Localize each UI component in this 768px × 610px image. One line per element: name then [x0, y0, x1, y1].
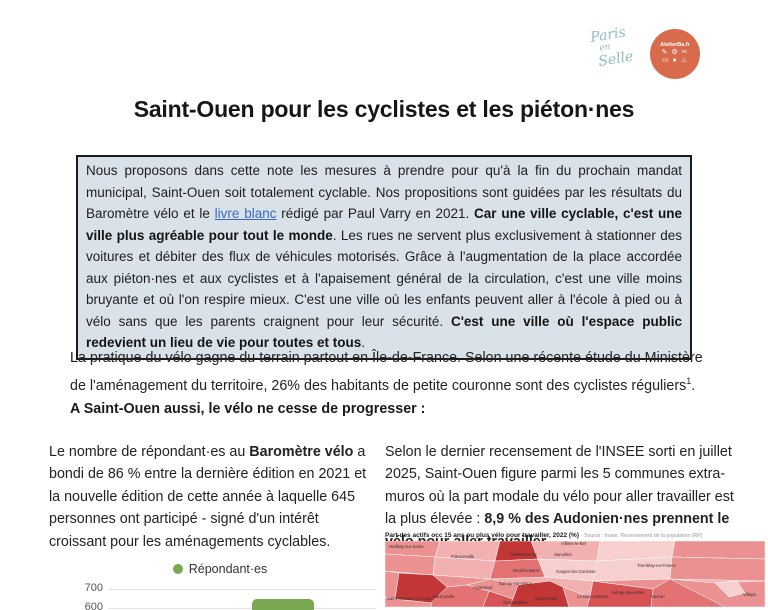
map-commune-patch [592, 556, 673, 582]
map-commune-label: Franconville [451, 554, 475, 559]
map-commune-patch [669, 556, 765, 582]
respondents-bar-2025 [252, 599, 314, 610]
page-title: Saint-Ouen pour les cyclistes et les pié… [133, 96, 635, 122]
intro-highlight-box: Nous proposons dans cette note les mesur… [76, 155, 692, 360]
legend-dot-icon [172, 564, 183, 574]
livre-blanc-link[interactable]: livre blanc [214, 206, 277, 221]
map-commune-label: Tremblay-en-France [637, 563, 676, 568]
chart-legend: Répondant·es [60, 562, 380, 576]
atelier-logo-icons-row1: ✎ ⚙ ✂ [661, 48, 689, 56]
header-logos: Paris en Selle AtelierBa.fr ✎ ⚙ ✂ ▭ ● ♨ [580, 25, 700, 80]
map-commune-label: Épinay-sur-Seine [499, 581, 533, 586]
map-commune-patch [482, 590, 514, 607]
map-commune-label: Le Blanc-Mesnil [577, 594, 608, 599]
map-commune-label: Sartrouville [433, 594, 455, 599]
y-tick-700: 700 [84, 582, 103, 594]
intro-box-text: Nous proposons dans cette note les mesur… [86, 163, 682, 221]
map-commune-label: Sevran [651, 594, 665, 599]
map-commune-label: Gennevilliers [503, 600, 528, 605]
gridline-700 [108, 589, 376, 590]
choropleth-map-image: Herblay-sur-Seine Villiers-le-Bel Franconv… [385, 541, 765, 607]
map-commune-patch [669, 578, 765, 607]
map-commune-patch [562, 586, 591, 607]
atelier-logo: AtelierBa.fr ✎ ⚙ ✂ ▭ ● ♨ [650, 29, 700, 79]
map-commune-label: Saint-Germain-en-Laye [387, 596, 432, 601]
map-source: - Source : Insee. Recensement de la popu… [580, 533, 703, 539]
map-commune-patch [714, 580, 746, 598]
barometre-velo-bold: Baromètre vélo [249, 444, 354, 460]
map-commune-label: Herblay-sur-Seine [389, 544, 424, 549]
intro-paragraph: La pratique du vélo gagne du terrain par… [70, 350, 703, 394]
map-commune-label: Deuil-la-Barre [513, 568, 540, 573]
section-subheading: A Saint-Ouen aussi, le vélo ne cesse de … [70, 401, 426, 417]
map-commune-patch [385, 596, 432, 607]
atelier-logo-icons-row2: ▭ ● ♨ [661, 57, 688, 65]
y-tick-600: 600 [84, 601, 103, 610]
column-left-paragraph: Le nombre de répondant·es au Baromètre v… [49, 444, 367, 550]
map-commune-label: Villepa [743, 592, 756, 597]
intro-box-bold-1: Car une ville cyclable, c'est une ville … [86, 206, 682, 243]
map-commune-label: Argenteuil [473, 585, 492, 590]
map-commune-patch [494, 541, 539, 562]
paris-en-selle-logo: Paris en Selle [576, 23, 645, 84]
gridline-600 [108, 608, 376, 609]
map-commune-label: Montmorency [511, 552, 538, 557]
map-commune-label: Villiers-le-Bel [561, 541, 586, 546]
footnote-marker: 1 [686, 376, 692, 386]
map-commune-patch [671, 541, 765, 560]
respondents-bar-chart: Répondant·es 700 600 [60, 558, 380, 610]
atelier-logo-text: AtelierBa.fr [660, 41, 690, 48]
map-commune-label: Garges-lès-Gonesse [556, 569, 596, 574]
intro-box-bold-2: C'est une ville où l'espace public redev… [86, 313, 682, 351]
chart-legend-label: Répondant·es [188, 562, 268, 576]
map-commune-label: Sarcelles [554, 552, 572, 557]
map-title: Part des actifs occ 15 ans ou plus vélo … [385, 532, 703, 539]
map-commune-label: Aulnay-sous-Bois [611, 590, 644, 595]
modal-share-map: Part des actifs occ 15 ans ou plus vélo … [385, 532, 765, 607]
map-commune-label: Saint-Denis [535, 596, 557, 601]
